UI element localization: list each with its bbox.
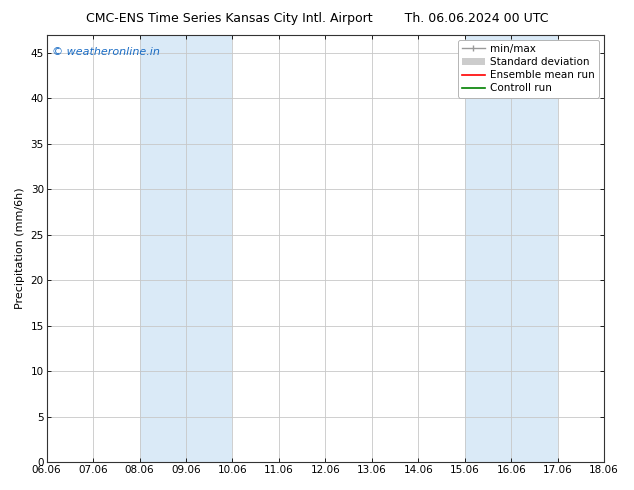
Y-axis label: Precipitation (mm/6h): Precipitation (mm/6h): [15, 188, 25, 309]
Text: CMC-ENS Time Series Kansas City Intl. Airport        Th. 06.06.2024 00 UTC: CMC-ENS Time Series Kansas City Intl. Ai…: [86, 12, 548, 25]
Bar: [465, 35, 558, 462]
Bar: [139, 35, 233, 462]
Legend: min/max, Standard deviation, Ensemble mean run, Controll run: min/max, Standard deviation, Ensemble me…: [458, 40, 599, 98]
Text: © weatheronline.in: © weatheronline.in: [52, 48, 160, 57]
